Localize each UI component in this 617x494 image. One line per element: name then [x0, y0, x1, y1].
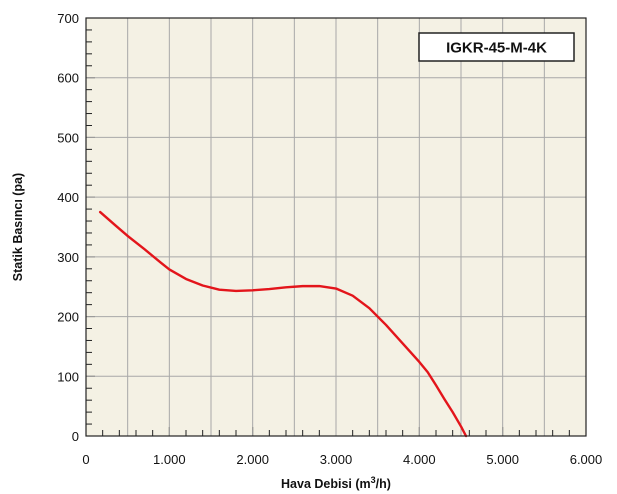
- y-tick-label: 100: [57, 369, 79, 384]
- x-axis-title-superscript: 3: [371, 475, 376, 485]
- x-tick-label: 5.000: [486, 452, 519, 467]
- plot-frame: [85, 17, 587, 437]
- y-tick-label: 200: [57, 310, 79, 325]
- series-line: [98, 210, 468, 438]
- series-layer: [98, 210, 468, 438]
- y-axis-title: Statik Basıncı (pa): [11, 173, 25, 281]
- x-axis-title: Hava Debisi (m3/h): [281, 475, 391, 491]
- y-tick-labels: 0 100 200 300 400 500 600 700: [57, 11, 79, 444]
- x-tick-labels: 0 1.000 2.000 3.000 4.000 5.000 6.000: [82, 452, 602, 467]
- x-axis-title-tail: /h): [376, 477, 391, 491]
- x-tick-label: 6.000: [570, 452, 603, 467]
- y-tick-label: 300: [57, 250, 79, 265]
- grid-lines: [86, 18, 586, 436]
- y-tick-label: 400: [57, 190, 79, 205]
- x-tick-label: 3.000: [320, 452, 353, 467]
- legend: IGKR-45-M-4K: [418, 32, 575, 62]
- legend-label: IGKR-45-M-4K: [446, 40, 547, 57]
- x-tick-label: 2.000: [236, 452, 269, 467]
- y-tick-label: 500: [57, 130, 79, 145]
- x-tick-label: 4.000: [403, 452, 436, 467]
- x-tick-label: 1.000: [153, 452, 186, 467]
- y-tick-label: 0: [72, 429, 79, 444]
- x-axis-title-main: Hava Debisi (m: [281, 477, 371, 491]
- legend-box: [418, 32, 575, 62]
- x-tick-label: 0: [82, 452, 89, 467]
- y-tick-label: 600: [57, 71, 79, 86]
- y-tick-label: 700: [57, 11, 79, 26]
